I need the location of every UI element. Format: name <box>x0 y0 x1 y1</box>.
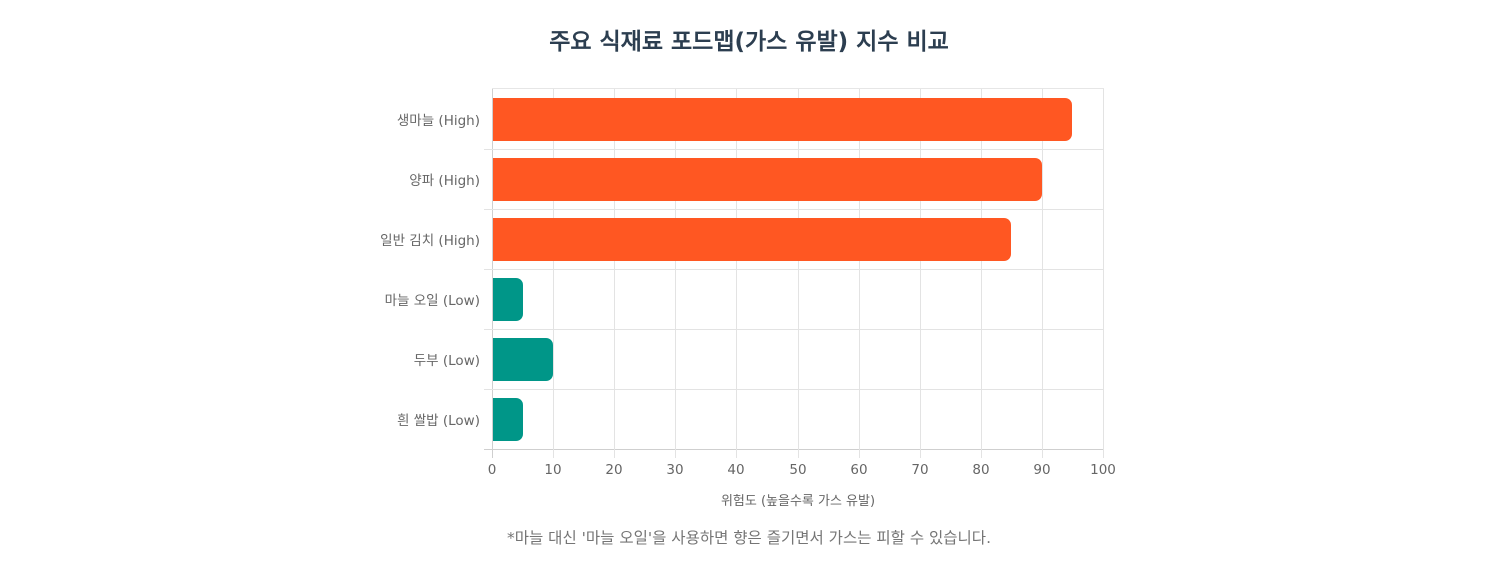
footnote: *마늘 대신 '마늘 오일'을 사용하면 향은 즐기면서 가스는 피할 수 있습… <box>506 529 991 547</box>
horizontal-gridline <box>484 269 1104 270</box>
x-tick-label: 60 <box>850 462 868 478</box>
x-tick-label: 90 <box>1033 462 1051 478</box>
x-tick-label: 100 <box>1090 462 1116 478</box>
x-tick-label: 10 <box>544 462 562 478</box>
y-category-label: 두부 (Low) <box>413 353 480 369</box>
x-tick-label: 80 <box>972 462 990 478</box>
y-category-label: 생마늘 (High) <box>396 113 480 129</box>
y-category-label: 마늘 오일 (Low) <box>384 293 480 309</box>
x-axis-title: 위험도 (높을수록 가스 유발) <box>720 494 876 509</box>
horizontal-gridline <box>484 149 1104 150</box>
x-axis-line <box>484 449 1104 450</box>
vertical-gridline <box>1103 89 1104 458</box>
vertical-gridline <box>675 89 676 458</box>
bar[interactable] <box>493 98 1072 141</box>
bar[interactable] <box>493 398 523 441</box>
horizontal-gridline <box>484 389 1104 390</box>
vertical-gridline <box>1042 89 1043 458</box>
chart-title: 주요 식재료 포드맵(가스 유발) 지수 비교 <box>549 29 949 55</box>
vertical-gridline <box>736 89 737 458</box>
x-tick-label: 40 <box>727 462 745 478</box>
vertical-gridline <box>614 89 615 458</box>
bar[interactable] <box>493 278 523 321</box>
x-tick-label: 70 <box>911 462 929 478</box>
plot-area <box>484 88 1104 458</box>
x-tick-label: 20 <box>605 462 623 478</box>
y-category-label: 흰 쌀밥 (Low) <box>397 413 480 429</box>
bar[interactable] <box>493 158 1042 201</box>
x-tick-label: 50 <box>789 462 807 478</box>
vertical-gridline <box>859 89 860 458</box>
horizontal-gridline <box>484 329 1104 330</box>
vertical-gridline <box>553 89 554 458</box>
y-category-label: 일반 김치 (High) <box>380 233 480 249</box>
vertical-gridline <box>981 89 982 458</box>
bar[interactable] <box>493 338 553 381</box>
y-axis-line <box>492 89 493 458</box>
bar[interactable] <box>493 218 1011 261</box>
horizontal-gridline <box>484 209 1104 210</box>
y-category-label: 양파 (High) <box>409 173 480 189</box>
vertical-gridline <box>798 89 799 458</box>
x-tick-label: 0 <box>487 462 497 478</box>
vertical-gridline <box>920 89 921 458</box>
x-tick-label: 30 <box>666 462 684 478</box>
